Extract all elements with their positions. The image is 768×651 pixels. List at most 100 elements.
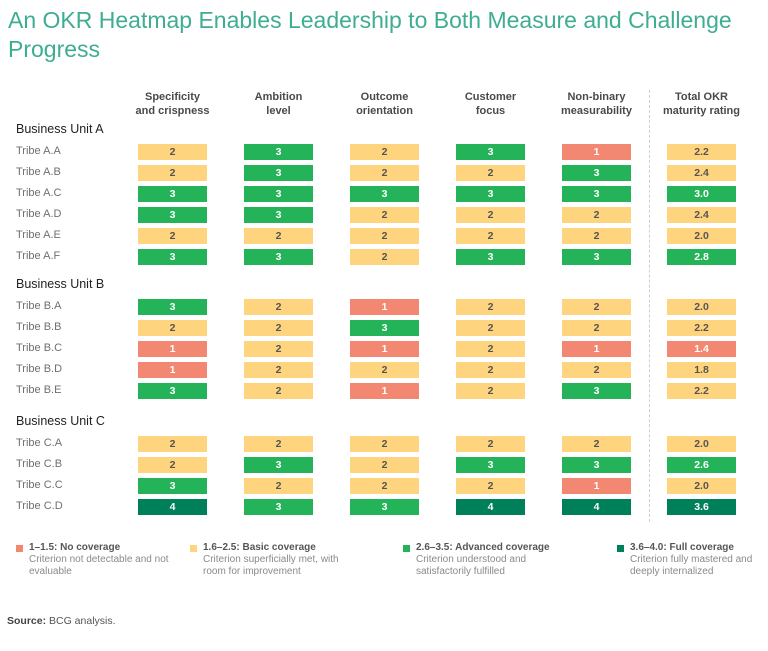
heatmap-cell: 4 xyxy=(138,499,207,515)
heatmap-cell: 2 xyxy=(456,436,525,452)
row-label: Tribe A.D xyxy=(16,208,62,220)
heatmap-cell: 3 xyxy=(138,207,207,223)
heatmap-cell: 2 xyxy=(350,478,419,494)
heatmap-cell: 2 xyxy=(350,207,419,223)
heatmap-cell: 3 xyxy=(562,165,631,181)
heatmap-cell: 3 xyxy=(138,249,207,265)
heatmap-cell: 1 xyxy=(562,144,631,160)
heatmap-cell: 2 xyxy=(562,362,631,378)
heatmap-cell: 3 xyxy=(456,144,525,160)
heatmap-cell: 2 xyxy=(456,341,525,357)
heatmap-cell: 3 xyxy=(244,249,313,265)
legend-swatch xyxy=(617,545,624,552)
row-label: Tribe C.A xyxy=(16,437,63,449)
heatmap-cell: 3 xyxy=(350,499,419,515)
legend-label: 1–1.5: No coverage xyxy=(29,542,121,553)
total-rating-cell: 1.8 xyxy=(667,362,736,378)
total-rating-cell: 2.2 xyxy=(667,144,736,160)
heatmap-cell: 2 xyxy=(456,320,525,336)
legend-label: 2.6–3.5: Advanced coverage xyxy=(416,542,550,553)
heatmap-cell: 3 xyxy=(456,457,525,473)
legend-description: Criterion not detectable and not evaluab… xyxy=(29,554,169,577)
row-label: Tribe A.B xyxy=(16,166,61,178)
heatmap-cell: 2 xyxy=(138,457,207,473)
heatmap-cell: 2 xyxy=(350,457,419,473)
total-rating-cell: 3.6 xyxy=(667,499,736,515)
column-header-line: level xyxy=(266,105,291,117)
column-header: Ambition level xyxy=(224,90,334,118)
heatmap-cell: 2 xyxy=(562,436,631,452)
row-label: Tribe A.C xyxy=(16,187,62,199)
column-header-line: Outcome xyxy=(360,91,409,103)
heatmap-cell: 3 xyxy=(138,299,207,315)
total-rating-cell: 2.4 xyxy=(667,165,736,181)
row-label: Tribe A.A xyxy=(16,145,61,157)
heatmap-cell: 2 xyxy=(244,383,313,399)
heatmap-cell: 3 xyxy=(244,457,313,473)
heatmap-cell: 2 xyxy=(244,341,313,357)
heatmap-cell: 2 xyxy=(562,299,631,315)
column-header: Specificity and crispness xyxy=(118,90,228,118)
row-label: Tribe B.A xyxy=(16,300,62,312)
row-label: Tribe C.B xyxy=(16,458,63,470)
legend-swatch xyxy=(16,545,23,552)
column-header-line: focus xyxy=(475,105,506,117)
column-header-line: Total OKR xyxy=(675,91,728,103)
heatmap-cell: 2 xyxy=(138,228,207,244)
heatmap-cell: 1 xyxy=(350,383,419,399)
legend-swatch xyxy=(403,545,410,552)
heatmap-cell: 3 xyxy=(244,499,313,515)
heatmap-cell: 2 xyxy=(456,383,525,399)
heatmap-cell: 2 xyxy=(350,249,419,265)
legend-label: 1.6–2.5: Basic coverage xyxy=(203,542,316,553)
heatmap-cell: 2 xyxy=(244,478,313,494)
heatmap-cell: 2 xyxy=(456,228,525,244)
heatmap-cell: 4 xyxy=(562,499,631,515)
heatmap-cell: 3 xyxy=(244,207,313,223)
heatmap-cell: 3 xyxy=(244,144,313,160)
heatmap-cell: 3 xyxy=(350,320,419,336)
total-rating-cell: 2.4 xyxy=(667,207,736,223)
heatmap-cell: 2 xyxy=(350,144,419,160)
heatmap-cell: 2 xyxy=(138,320,207,336)
heatmap-cell: 2 xyxy=(456,299,525,315)
total-column-divider xyxy=(649,90,650,522)
heatmap-cell: 2 xyxy=(244,228,313,244)
total-rating-cell: 1.4 xyxy=(667,341,736,357)
total-rating-cell: 2.0 xyxy=(667,436,736,452)
heatmap-cell: 3 xyxy=(138,478,207,494)
heatmap-cell: 2 xyxy=(244,320,313,336)
heatmap-cell: 1 xyxy=(562,341,631,357)
column-header: Non-binary measurability xyxy=(542,90,652,118)
total-rating-cell: 2.0 xyxy=(667,299,736,315)
column-header-line: and crispness xyxy=(135,105,210,117)
row-label: Tribe B.E xyxy=(16,384,62,396)
heatmap-cell: 2 xyxy=(138,436,207,452)
heatmap-cell: 2 xyxy=(562,320,631,336)
heatmap-cell: 1 xyxy=(350,341,419,357)
heatmap-cell: 2 xyxy=(456,362,525,378)
total-rating-cell: 2.0 xyxy=(667,478,736,494)
heatmap-cell: 3 xyxy=(456,186,525,202)
column-header: Outcome orientation xyxy=(330,90,440,118)
legend-description: Criterion understood and satisfactorily … xyxy=(416,554,527,577)
legend-swatch xyxy=(190,545,197,552)
heatmap-cell: 3 xyxy=(138,383,207,399)
column-header-line: orientation xyxy=(356,105,413,117)
column-header: Total OKR maturity rating xyxy=(647,90,757,118)
heatmap-cell: 2 xyxy=(350,436,419,452)
heatmap-cell: 3 xyxy=(562,383,631,399)
row-label: Tribe B.C xyxy=(16,342,63,354)
column-header-line: measurability xyxy=(561,105,632,117)
legend-label: 3.6–4.0: Full coverage xyxy=(630,542,734,553)
heatmap-cell: 1 xyxy=(350,299,419,315)
row-label: Tribe A.F xyxy=(16,250,61,262)
heatmap-cell: 3 xyxy=(456,249,525,265)
heatmap-cell: 3 xyxy=(562,457,631,473)
row-label: Tribe A.E xyxy=(16,229,61,241)
heatmap-cell: 2 xyxy=(456,165,525,181)
column-header-line: Customer xyxy=(464,91,517,103)
total-rating-cell: 3.0 xyxy=(667,186,736,202)
heatmap-cell: 2 xyxy=(350,165,419,181)
heatmap-cell: 2 xyxy=(350,362,419,378)
